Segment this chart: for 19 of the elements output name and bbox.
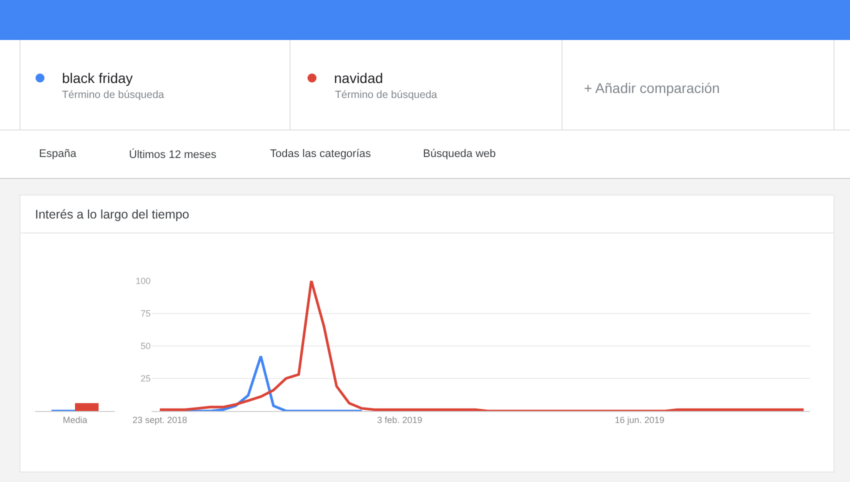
x-tick-label: 23 sept. 2018 [132, 414, 188, 425]
text: Término de búsqueda [62, 89, 164, 101]
y-tick-label: 50 [140, 341, 151, 351]
text: Todas las categorías [270, 148, 372, 160]
y-tick-label: 75 [140, 308, 151, 318]
text: + Añadir comparación [584, 80, 720, 96]
legend-label: black friday [62, 70, 133, 86]
line-series [158, 280, 805, 411]
y-tick-label: 100 [136, 276, 151, 286]
x-tick-label: Media [62, 414, 88, 425]
chart-title: Interés a lo largo del tiempo [35, 207, 190, 222]
legend-label: navidad [334, 70, 384, 86]
x-tick-label: 3 feb. 2019 [377, 414, 422, 425]
text: Últimos 12 meses [129, 148, 217, 161]
text: Búsqueda web [423, 148, 496, 160]
x-tick-label: 16 jun. 2019 [614, 414, 664, 425]
text: Término de búsqueda [335, 89, 438, 101]
y-tick-label: 25 [140, 374, 151, 384]
text: España [39, 148, 78, 160]
